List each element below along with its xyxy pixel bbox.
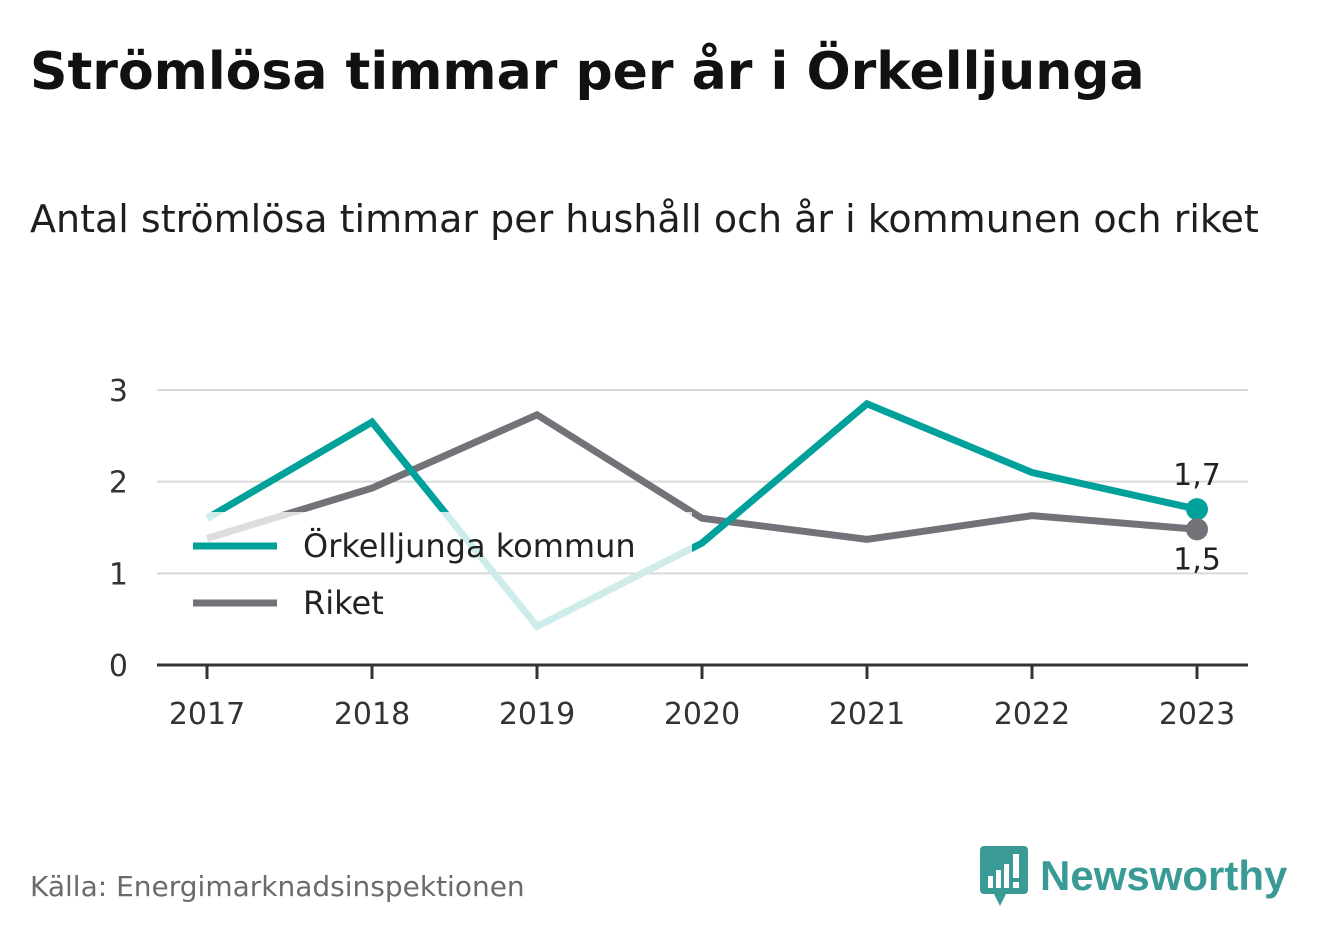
- x-tick-label: 2023: [1159, 697, 1235, 732]
- legend-label: Riket: [303, 584, 384, 622]
- end-marker: [1186, 498, 1208, 521]
- chart-subtitle: Antal strömlösa timmar per hushåll och å…: [30, 197, 1259, 241]
- series-line: [205, 399, 1198, 631]
- data-label: 1,5: [1173, 542, 1221, 577]
- page-title: Strömlösa timmar per år i Örkelljunga: [30, 42, 1145, 102]
- legend: Örkelljunga kommun Riket: [193, 527, 636, 622]
- x-tick-label: 2018: [334, 697, 410, 732]
- series-lines: [205, 399, 1208, 631]
- x-axis: 2017 2018 2019 2020 2021 2022 2023: [157, 663, 1248, 732]
- data-labels: 1,7 1,5: [1173, 458, 1221, 577]
- data-label: 1,7: [1173, 458, 1221, 493]
- y-tick-label: 1: [109, 557, 128, 592]
- source-note: Källa: Energimarknadsinspektionen: [30, 870, 525, 903]
- x-tick-label: 2017: [169, 697, 245, 732]
- y-tick-label: 3: [109, 374, 128, 409]
- newsworthy-logo-icon: [980, 846, 1028, 906]
- series-line: [205, 410, 1198, 543]
- gridlines: 0 1 2 3: [109, 374, 1248, 684]
- brand-logo: Newsworthy: [980, 846, 1287, 906]
- y-tick-label: 2: [109, 466, 128, 501]
- x-tick-label: 2022: [994, 697, 1070, 732]
- x-tick-label: 2021: [829, 697, 905, 732]
- brand-name: Newsworthy: [1040, 852, 1288, 899]
- x-tick-label: 2019: [499, 697, 575, 732]
- y-tick-label: 0: [109, 649, 128, 684]
- x-tick-label: 2020: [664, 697, 740, 732]
- legend-label: Örkelljunga kommun: [303, 527, 636, 565]
- end-marker: [1186, 518, 1208, 541]
